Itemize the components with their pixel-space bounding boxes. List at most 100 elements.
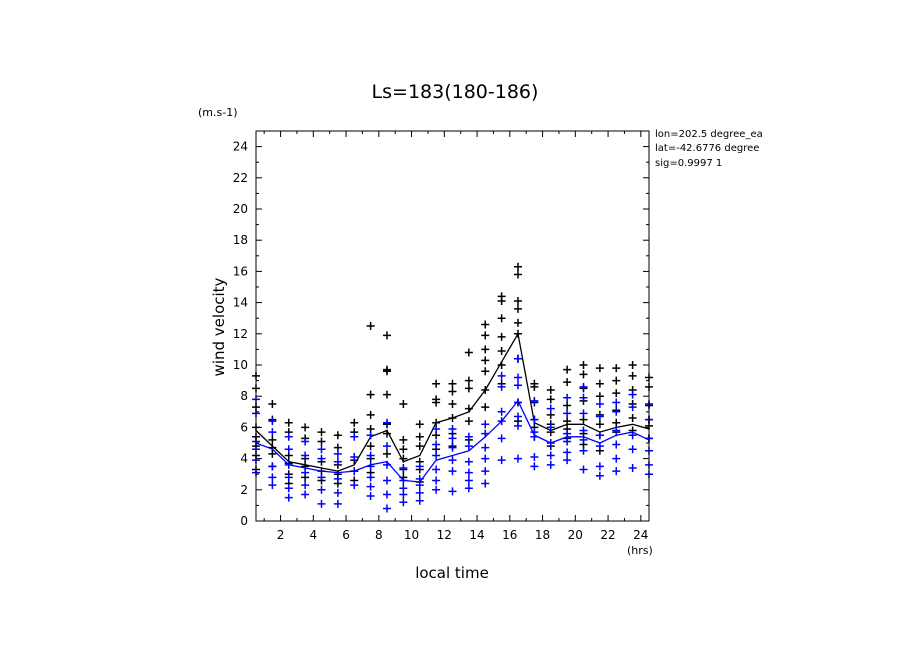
chart-title: Ls=183(180-186): [372, 81, 539, 103]
data-point: [448, 400, 457, 408]
data-point: [301, 423, 310, 432]
data-point: [481, 345, 490, 354]
data-point: [497, 382, 506, 391]
data-point: [284, 445, 293, 454]
y-tick-label: 2: [240, 483, 248, 497]
data-point: [497, 417, 506, 426]
data-point: [530, 396, 539, 405]
data-point: [612, 398, 621, 407]
data-point: [514, 398, 522, 407]
data-point: [612, 440, 621, 449]
data-point: [333, 449, 342, 458]
data-point: [333, 499, 342, 508]
data-point: [612, 454, 621, 463]
data-point: [399, 445, 408, 454]
data-point: [612, 467, 621, 476]
data-point: [546, 451, 555, 460]
data-point: [432, 476, 441, 485]
data-point: [514, 421, 522, 430]
plot-frame: [255, 130, 650, 522]
data-point: [448, 443, 457, 452]
data-point: [563, 429, 572, 438]
data-point: [464, 476, 473, 485]
x-tick-label: 4: [309, 528, 317, 542]
data-point: [595, 364, 604, 373]
info-lat: lat=-42.6776 degree: [655, 143, 759, 154]
data-point: [317, 473, 326, 482]
data-point: [383, 460, 391, 469]
data-point: [612, 407, 621, 416]
data-point: [464, 404, 473, 413]
data-point: [579, 382, 588, 391]
data-point: [383, 429, 391, 438]
y-tick-label: 0: [240, 514, 248, 528]
x-tick-label: 2: [277, 528, 285, 542]
data-point: [464, 376, 473, 385]
data-point: [284, 493, 293, 502]
data-point: [268, 428, 277, 437]
data-point: [383, 442, 391, 451]
data-point: [432, 485, 441, 494]
data-point: [268, 481, 277, 490]
x-unit-label: (hrs): [627, 544, 653, 557]
data-point: [579, 435, 588, 444]
data-point: [333, 474, 342, 483]
data-point: [530, 415, 539, 424]
data-point: [563, 401, 572, 410]
data-point: [284, 484, 293, 493]
data-point: [317, 437, 326, 446]
data-point: [415, 496, 424, 505]
data-marks: [252, 262, 653, 513]
data-point: [497, 346, 506, 355]
data-point: [595, 431, 604, 440]
data-point: [530, 432, 539, 441]
data-point: [383, 504, 391, 513]
data-point: [317, 445, 326, 454]
data-point: [399, 476, 408, 485]
data-point: [464, 484, 473, 493]
data-point: [301, 468, 310, 477]
data-point: [366, 322, 375, 330]
x-tick-label: 8: [375, 528, 383, 542]
data-point: [579, 409, 588, 418]
data-point: [530, 462, 539, 471]
data-point: [497, 434, 506, 443]
data-point: [464, 442, 473, 451]
data-point: [399, 400, 408, 408]
data-point: [579, 446, 588, 455]
data-point: [563, 437, 572, 446]
data-point: [268, 417, 277, 426]
data-point: [546, 385, 555, 394]
data-point: [383, 331, 391, 340]
data-point: [481, 467, 490, 476]
y-tick-label: 18: [233, 233, 248, 247]
data-point: [432, 440, 441, 449]
data-point: [366, 442, 375, 451]
data-point: [514, 373, 522, 382]
data-point: [497, 297, 506, 306]
data-point: [399, 435, 408, 444]
data-point: [464, 457, 473, 466]
x-tick-label: 16: [502, 528, 517, 542]
data-point: [448, 424, 457, 433]
data-point: [350, 453, 359, 462]
data-point: [514, 270, 522, 279]
data-point: [595, 392, 604, 401]
data-point: [350, 467, 359, 476]
data-point: [497, 332, 506, 341]
data-point: [612, 426, 621, 435]
data-point: [514, 318, 522, 327]
data-point: [448, 414, 457, 423]
info-lon: lon=202.5 degree_ea: [655, 129, 763, 140]
data-point: [481, 443, 490, 452]
data-point: [415, 488, 424, 497]
y-tick-label: 8: [240, 389, 248, 403]
data-point: [383, 449, 391, 458]
data-point: [432, 424, 441, 433]
data-point: [333, 488, 342, 497]
data-point: [415, 420, 424, 429]
data-point: [514, 354, 522, 363]
data-point: [595, 471, 604, 480]
y-tick-label: 22: [233, 171, 248, 185]
